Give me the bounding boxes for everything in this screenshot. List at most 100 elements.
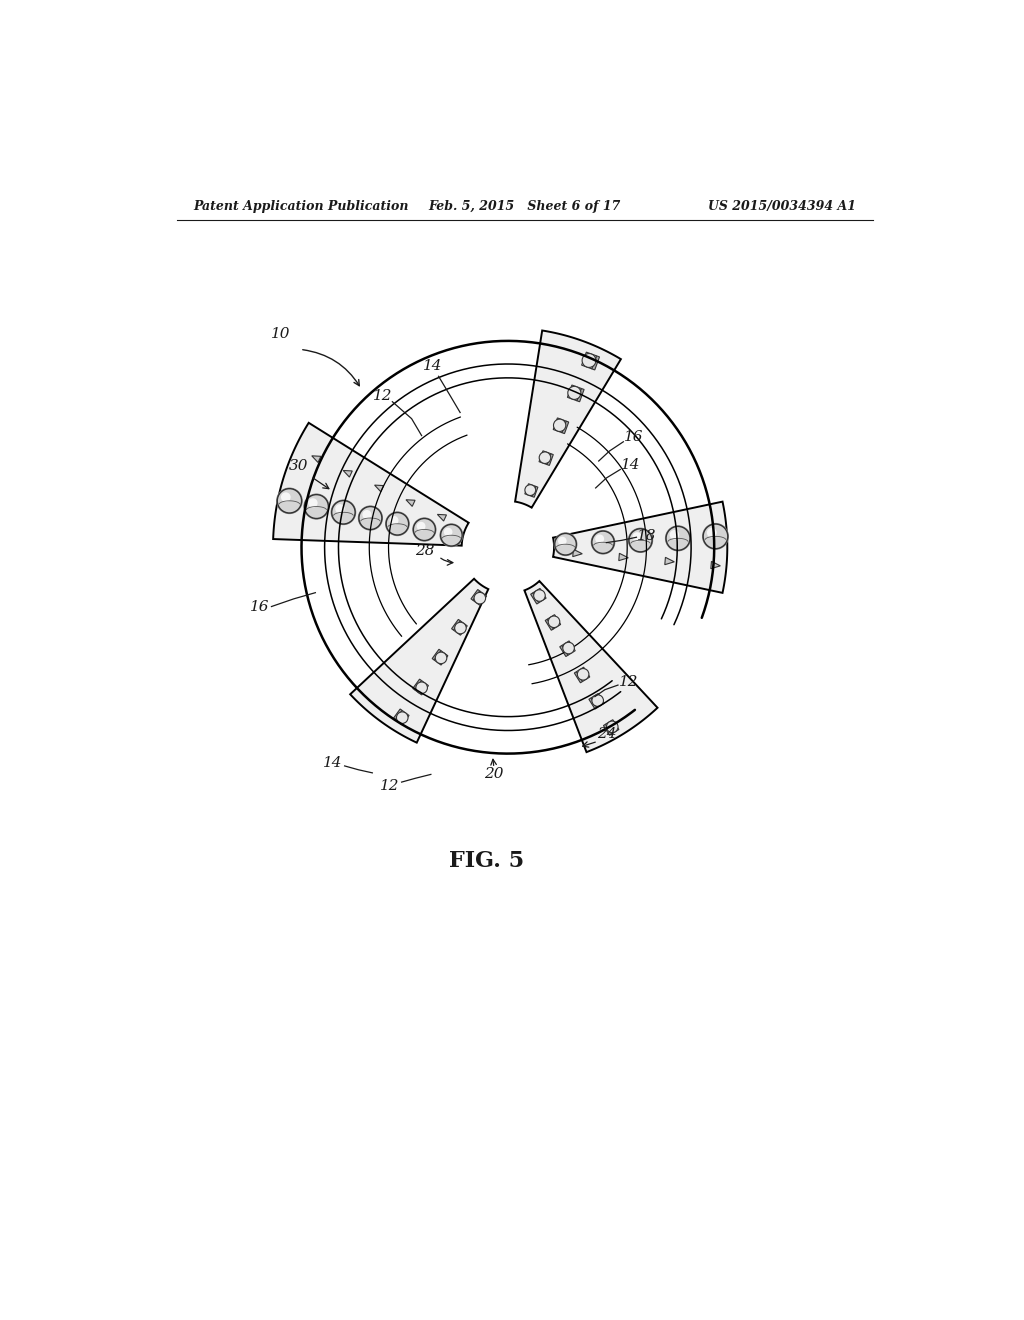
Polygon shape <box>350 578 488 743</box>
Circle shape <box>558 537 566 545</box>
Circle shape <box>525 484 536 495</box>
Text: 10: 10 <box>271 327 291 341</box>
Circle shape <box>304 495 329 519</box>
Polygon shape <box>605 719 618 734</box>
Text: Feb. 5, 2015   Sheet 6 of 17: Feb. 5, 2015 Sheet 6 of 17 <box>429 199 621 213</box>
Circle shape <box>555 533 577 554</box>
Circle shape <box>331 499 356 525</box>
Circle shape <box>281 492 291 502</box>
Circle shape <box>592 694 603 706</box>
Polygon shape <box>545 619 554 630</box>
Polygon shape <box>553 418 566 433</box>
Polygon shape <box>562 421 568 433</box>
Polygon shape <box>454 620 467 635</box>
Circle shape <box>633 532 642 541</box>
Text: 12: 12 <box>380 779 399 793</box>
Polygon shape <box>567 385 582 401</box>
Polygon shape <box>434 651 447 665</box>
Polygon shape <box>311 455 321 462</box>
Circle shape <box>578 668 589 680</box>
Circle shape <box>357 506 383 531</box>
Polygon shape <box>415 681 428 694</box>
Circle shape <box>670 529 679 540</box>
Text: Patent Application Publication: Patent Application Publication <box>194 199 410 213</box>
Polygon shape <box>437 515 446 521</box>
Polygon shape <box>574 672 583 682</box>
Circle shape <box>396 711 408 723</box>
Polygon shape <box>530 593 539 605</box>
Text: 14: 14 <box>323 756 342 770</box>
Polygon shape <box>375 484 384 492</box>
Text: US 2015/0034394 A1: US 2015/0034394 A1 <box>708 199 856 213</box>
Polygon shape <box>560 645 568 656</box>
Circle shape <box>362 510 372 519</box>
Circle shape <box>385 511 410 536</box>
Polygon shape <box>532 486 538 498</box>
Polygon shape <box>273 422 469 545</box>
Circle shape <box>628 528 653 553</box>
Circle shape <box>629 529 652 552</box>
Circle shape <box>335 504 345 513</box>
Circle shape <box>595 535 604 544</box>
Polygon shape <box>395 710 409 725</box>
Circle shape <box>606 721 618 733</box>
Circle shape <box>443 528 453 536</box>
Polygon shape <box>592 356 599 370</box>
Text: 14: 14 <box>423 359 442 374</box>
Polygon shape <box>473 591 486 606</box>
Circle shape <box>417 521 426 531</box>
Circle shape <box>703 524 728 549</box>
Polygon shape <box>452 619 461 630</box>
Circle shape <box>554 420 566 432</box>
Circle shape <box>534 590 545 602</box>
Circle shape <box>439 523 463 548</box>
Circle shape <box>702 523 729 550</box>
Polygon shape <box>577 667 590 681</box>
Circle shape <box>591 529 615 554</box>
Polygon shape <box>665 557 675 565</box>
Text: FIG. 5: FIG. 5 <box>449 850 524 871</box>
Polygon shape <box>603 725 611 735</box>
Polygon shape <box>432 649 441 660</box>
Circle shape <box>416 682 427 693</box>
Circle shape <box>386 512 409 535</box>
Text: 16: 16 <box>625 430 644 444</box>
Polygon shape <box>406 500 415 507</box>
Polygon shape <box>562 642 575 655</box>
Polygon shape <box>413 678 422 690</box>
Text: 12: 12 <box>618 675 639 689</box>
Polygon shape <box>532 589 546 603</box>
Circle shape <box>540 451 551 463</box>
Polygon shape <box>539 451 551 465</box>
Polygon shape <box>393 709 402 719</box>
Circle shape <box>665 525 691 552</box>
Circle shape <box>554 532 578 556</box>
Polygon shape <box>582 352 596 368</box>
Text: 24: 24 <box>597 727 616 742</box>
Circle shape <box>440 524 462 546</box>
Circle shape <box>414 519 435 540</box>
Text: 12: 12 <box>373 388 392 403</box>
Circle shape <box>276 487 303 515</box>
Text: 16: 16 <box>250 599 269 614</box>
Circle shape <box>567 387 581 400</box>
Circle shape <box>435 652 446 664</box>
Circle shape <box>359 507 382 529</box>
Polygon shape <box>589 698 597 709</box>
Polygon shape <box>525 483 536 496</box>
Polygon shape <box>471 590 480 601</box>
Polygon shape <box>591 693 604 708</box>
Polygon shape <box>618 553 629 561</box>
Text: 20: 20 <box>484 767 504 781</box>
Circle shape <box>474 593 485 605</box>
Polygon shape <box>515 330 621 508</box>
Polygon shape <box>711 561 720 569</box>
Text: 28: 28 <box>415 544 434 558</box>
Polygon shape <box>547 454 553 466</box>
Text: 18: 18 <box>637 529 656 543</box>
Circle shape <box>666 527 690 550</box>
Circle shape <box>548 616 560 627</box>
Polygon shape <box>553 502 727 593</box>
Polygon shape <box>343 470 352 477</box>
Circle shape <box>303 494 330 520</box>
